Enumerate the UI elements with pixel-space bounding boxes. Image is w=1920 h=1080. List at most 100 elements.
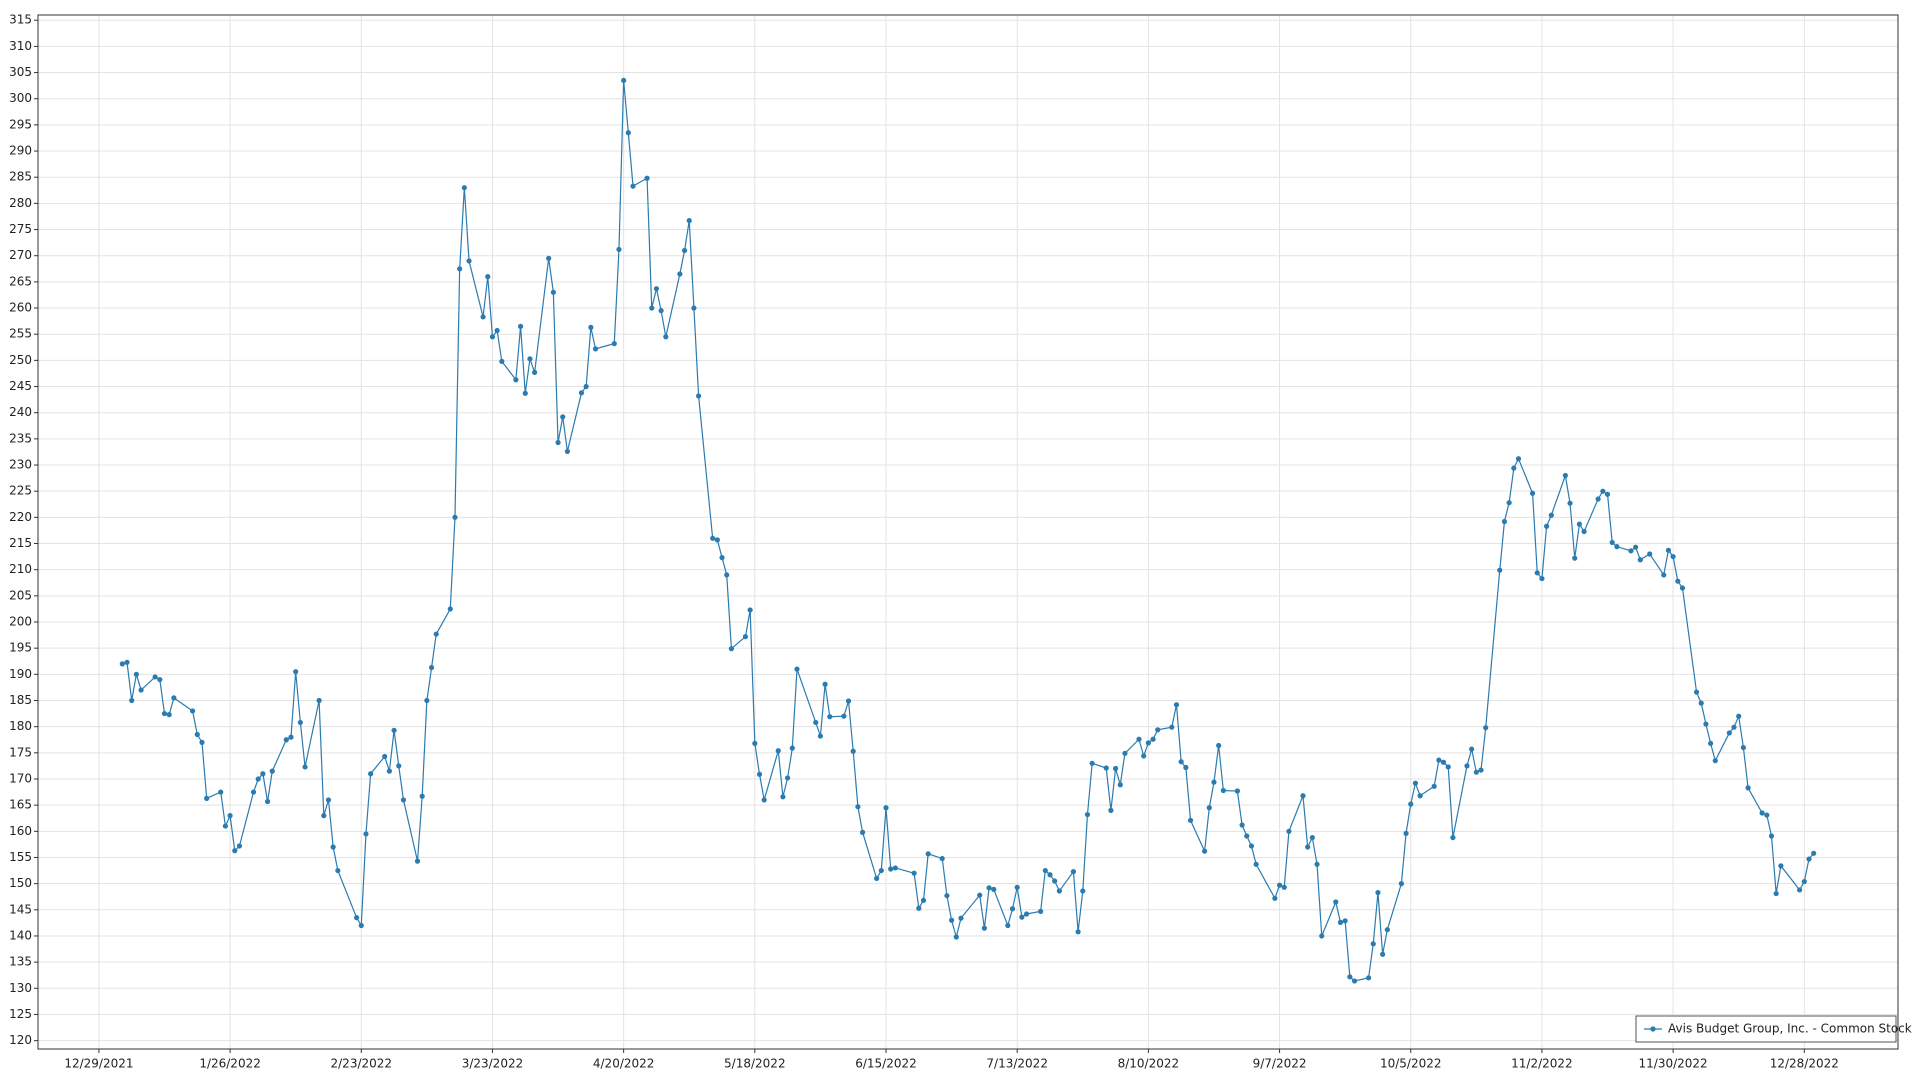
data-point: [138, 687, 144, 693]
data-point: [878, 867, 884, 874]
data-point: [1370, 941, 1376, 947]
y-tick-label: 195: [9, 641, 32, 655]
y-tick-label: 250: [9, 353, 32, 367]
data-point: [480, 314, 486, 320]
data-point: [269, 768, 275, 774]
data-point: [644, 175, 650, 181]
data-point: [353, 915, 360, 921]
data-point: [859, 829, 866, 835]
data-point: [414, 858, 421, 864]
data-point: [1670, 553, 1676, 560]
y-tick-label: 310: [9, 39, 32, 53]
data-point: [302, 764, 308, 770]
x-tick-label: 8/10/2022: [1118, 1057, 1180, 1071]
y-tick-label: 220: [9, 510, 32, 524]
data-point: [1150, 736, 1156, 742]
data-point: [1009, 906, 1016, 912]
data-point: [1417, 793, 1423, 799]
data-point: [920, 897, 927, 903]
data-point: [892, 865, 898, 871]
data-point: [925, 851, 931, 857]
data-point: [1506, 500, 1512, 506]
data-point: [564, 448, 571, 455]
y-tick-label: 190: [9, 667, 32, 681]
data-point: [1581, 528, 1587, 535]
data-point: [785, 775, 791, 781]
y-tick-label: 315: [9, 13, 32, 27]
data-point: [218, 789, 224, 795]
data-point: [461, 185, 467, 191]
y-tick-label: 205: [9, 588, 32, 602]
y-tick-label: 295: [9, 117, 32, 131]
data-point: [1023, 911, 1030, 917]
data-point: [522, 390, 528, 396]
data-point: [939, 855, 945, 862]
data-point: [1778, 863, 1784, 869]
data-point: [1412, 780, 1419, 786]
data-point: [466, 258, 472, 264]
data-point: [1562, 472, 1568, 479]
data-point: [1155, 727, 1161, 733]
data-point: [1183, 764, 1189, 771]
data-point: [841, 713, 847, 719]
data-point: [1216, 742, 1222, 749]
data-point: [1501, 518, 1508, 525]
data-point: [1342, 918, 1348, 924]
y-tick-label: 230: [9, 458, 32, 472]
data-point: [621, 77, 627, 84]
y-tick-label: 130: [9, 981, 32, 995]
data-point: [1445, 764, 1451, 770]
data-point: [850, 748, 856, 754]
data-point: [204, 795, 210, 801]
data-point: [747, 607, 753, 613]
y-tick-label: 270: [9, 248, 32, 262]
data-point: [424, 697, 430, 704]
data-point: [1469, 746, 1475, 752]
data-point: [728, 646, 735, 652]
y-tick-label: 260: [9, 301, 32, 315]
data-point: [560, 414, 566, 420]
data-point: [1145, 740, 1151, 746]
x-tick-label: 9/7/2022: [1253, 1057, 1307, 1071]
data-point: [1768, 833, 1775, 839]
data-point: [1178, 759, 1184, 765]
data-point: [681, 247, 688, 254]
data-point: [546, 255, 552, 261]
data-point: [297, 719, 303, 726]
data-point: [1764, 812, 1770, 818]
data-point: [1136, 736, 1142, 742]
y-tick-label: 255: [9, 327, 32, 341]
data-point: [555, 439, 561, 446]
y-tick-label: 240: [9, 405, 32, 419]
data-point: [1309, 834, 1315, 841]
data-point: [1089, 760, 1095, 766]
data-point: [1319, 933, 1325, 939]
data-point: [1731, 724, 1737, 730]
data-point: [1244, 833, 1250, 839]
data-point: [1773, 890, 1779, 897]
data-point: [1661, 572, 1667, 578]
x-tick-label: 11/30/2022: [1639, 1057, 1708, 1071]
data-point: [719, 555, 725, 561]
data-point: [855, 804, 861, 810]
data-point: [1108, 807, 1114, 813]
data-point: [592, 346, 599, 352]
data-point: [1239, 822, 1245, 828]
x-tick-label: 10/5/2022: [1380, 1057, 1442, 1071]
data-point: [288, 734, 294, 740]
data-point: [325, 797, 332, 803]
data-point: [1801, 878, 1807, 885]
data-point: [888, 866, 894, 872]
y-tick-label: 305: [9, 65, 32, 79]
x-tick-label: 12/29/2021: [64, 1057, 133, 1071]
data-point: [129, 697, 135, 704]
data-point: [452, 514, 458, 520]
y-tick-label: 290: [9, 144, 32, 158]
data-point: [822, 681, 828, 687]
data-point: [255, 776, 261, 782]
data-point: [1431, 783, 1437, 789]
data-point: [222, 823, 229, 829]
data-point: [1576, 521, 1583, 527]
data-point: [283, 737, 289, 743]
data-point: [789, 745, 795, 751]
